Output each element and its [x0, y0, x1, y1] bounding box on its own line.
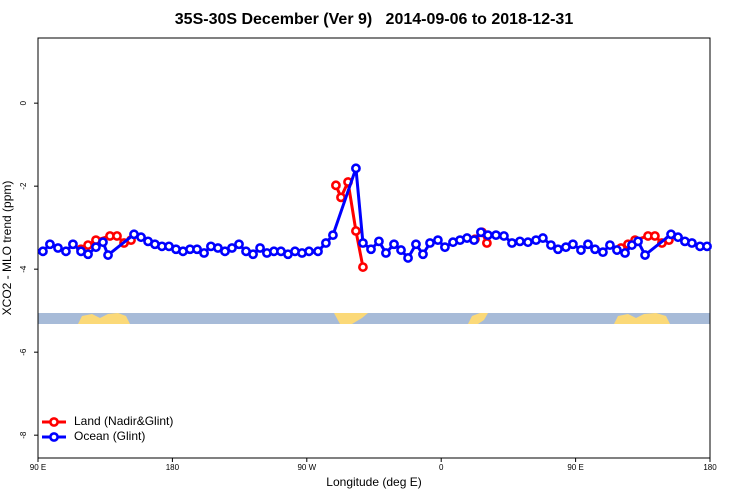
- map-strip: [38, 313, 710, 324]
- data-point: [255, 243, 265, 253]
- y-tick-label: -2: [19, 182, 28, 190]
- data-point: [313, 246, 323, 257]
- data-point: [91, 242, 101, 253]
- y-tick-label: -4: [19, 265, 28, 273]
- legend-label: Land (Nadir&Glint): [74, 414, 173, 428]
- data-point: [590, 244, 600, 255]
- x-tick-label: 90 E: [30, 463, 46, 472]
- data-point: [374, 236, 384, 247]
- data-point: [576, 245, 586, 255]
- data-point: [103, 250, 113, 260]
- data-point: [633, 236, 643, 247]
- data-point: [45, 239, 55, 250]
- data-point: [649, 231, 660, 241]
- data-point: [351, 163, 361, 174]
- data-point: [537, 233, 548, 243]
- data-point: [328, 230, 338, 241]
- x-tick-label: 180: [166, 463, 180, 472]
- data-point: [499, 231, 509, 241]
- data-point: [351, 226, 361, 236]
- data-point: [389, 239, 399, 250]
- data-point: [68, 239, 78, 250]
- x-tick-label: 90 E: [567, 463, 583, 472]
- data-point: [491, 230, 501, 241]
- data-point: [507, 238, 517, 248]
- x-axis-label: Longitude (deg E): [326, 475, 421, 489]
- data-point: [381, 248, 391, 258]
- data-point: [553, 244, 563, 255]
- data-point: [321, 238, 331, 248]
- data-point: [673, 232, 683, 243]
- data-point: [620, 248, 630, 258]
- x-tick-label: 90 W: [297, 463, 316, 472]
- data-point: [199, 248, 209, 258]
- data-point: [192, 244, 202, 255]
- data-point: [583, 239, 593, 250]
- data-point: [687, 238, 697, 248]
- data-point: [38, 246, 48, 257]
- data-point: [248, 249, 258, 260]
- data-point: [483, 230, 493, 241]
- data-point: [702, 241, 712, 252]
- x-tick-label: 180: [703, 463, 717, 472]
- data-point: [358, 262, 368, 272]
- data-point: [568, 239, 578, 250]
- data-point: [136, 232, 146, 243]
- chart-title: 35S-30S December (Ver 9) 2014-09-06 to 2…: [175, 11, 574, 28]
- data-point: [331, 180, 341, 191]
- data-point: [546, 240, 556, 250]
- data-point: [304, 246, 314, 257]
- data-point: [61, 246, 71, 257]
- data-point: [469, 235, 479, 246]
- data-point: [514, 236, 525, 247]
- data-point: [640, 250, 650, 260]
- data-point: [358, 238, 368, 248]
- legend-label: Ocean (Glint): [74, 429, 145, 443]
- data-point: [112, 231, 122, 241]
- legend-marker: [49, 432, 59, 442]
- data-point: [481, 238, 492, 248]
- data-point: [366, 244, 376, 255]
- y-tick-label: -6: [19, 348, 28, 356]
- data-point: [403, 253, 413, 263]
- data-point: [612, 245, 622, 255]
- x-tick-label: 0: [439, 463, 444, 472]
- data-point: [523, 237, 533, 248]
- data-point: [433, 235, 443, 246]
- data-point: [83, 240, 93, 250]
- data-point: [396, 245, 406, 255]
- data-point: [605, 240, 615, 250]
- data-point: [425, 238, 435, 248]
- data-point: [440, 242, 450, 253]
- y-axis-label: XCO2 - MLO trend (ppm): [0, 181, 14, 316]
- data-point: [98, 237, 108, 248]
- y-tick-label: -8: [19, 431, 28, 439]
- data-point: [418, 249, 428, 260]
- data-point: [411, 239, 421, 250]
- data-point: [598, 247, 608, 258]
- y-tick-label: 0: [19, 100, 28, 105]
- data-point: [83, 249, 93, 260]
- data-point: [227, 243, 237, 253]
- legend-marker: [49, 417, 59, 427]
- data-point: [234, 239, 244, 250]
- data-point: [53, 243, 63, 253]
